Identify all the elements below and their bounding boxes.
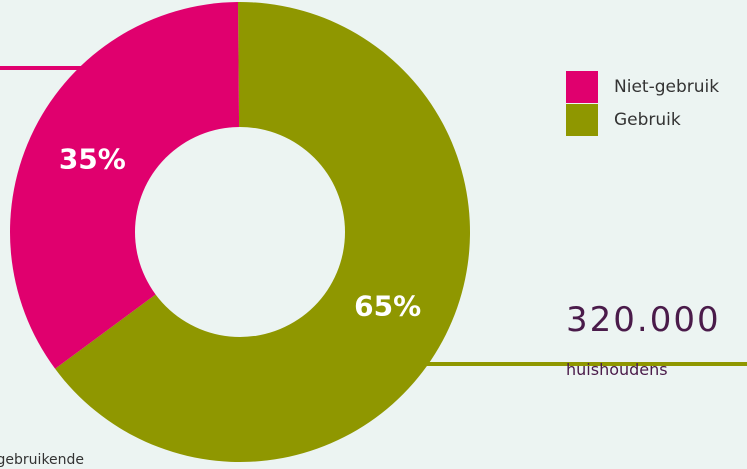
callout-unit: huishoudens	[566, 360, 668, 379]
slice-label-gebruik: 65%	[354, 290, 421, 323]
legend-label-niet-gebruik: Niet-gebruik	[614, 76, 720, 97]
legend-label-gebruik: Gebruik	[614, 109, 681, 130]
footer-text: t-gebruikende	[0, 452, 85, 468]
legend-swatch-niet-gebruik	[566, 70, 598, 103]
donut-hole	[135, 127, 345, 337]
legend-item-gebruik: Gebruik	[566, 103, 719, 136]
legend-swatch-gebruik	[566, 103, 598, 136]
legend: Niet-gebruik Gebruik	[566, 70, 719, 136]
callout-number: 320.000	[566, 300, 721, 340]
pie-slice-niet-gebruik	[10, 2, 240, 369]
slice-label-niet-gebruik: 35%	[59, 142, 126, 175]
legend-item-niet-gebruik: Niet-gebruik	[566, 70, 719, 103]
